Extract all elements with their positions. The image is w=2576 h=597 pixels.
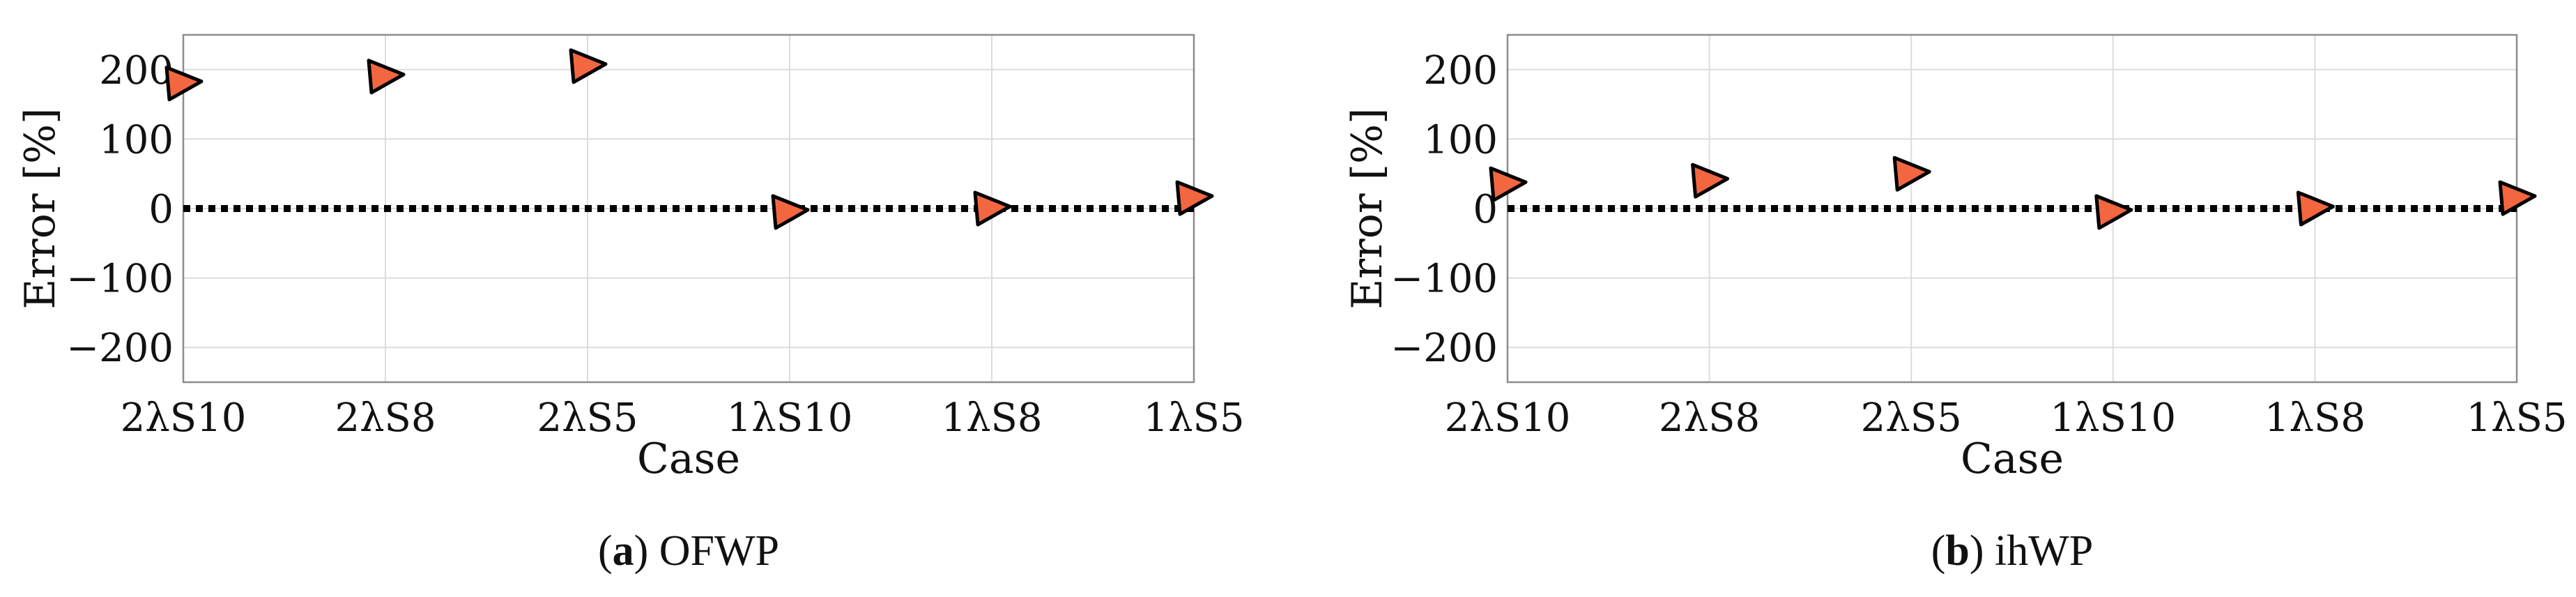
data-point-marker (771, 194, 810, 230)
data-point-marker (2094, 194, 2133, 230)
x-tick-label: 2λS8 (335, 395, 436, 441)
data-point-marker (2296, 190, 2335, 227)
x-tick-label: 1λS10 (727, 395, 853, 441)
x-tick-label: 2λS10 (121, 395, 247, 441)
y-tick-label: 200 (99, 48, 174, 93)
panel-caption: (b) ihWP (1931, 527, 2094, 575)
y-axis-label: Error [%] (1343, 108, 1392, 310)
caption-title: ) OFWP (634, 527, 779, 575)
y-tick-label: −200 (1390, 326, 1498, 371)
data-point-marker (973, 190, 1012, 227)
data-point-marker (164, 66, 204, 102)
x-tick-label: 2λS5 (537, 395, 638, 441)
panel-caption: (a) OFWP (598, 527, 779, 575)
y-tick-label: −100 (66, 257, 174, 302)
x-axis-label: Case (637, 434, 740, 483)
y-tick-label: 100 (1423, 117, 1498, 163)
caption-title: ) ihWP (1970, 527, 2093, 575)
caption-open-paren: ( (598, 527, 613, 575)
data-point-marker (2498, 180, 2537, 216)
x-axis-label: Case (1961, 434, 2064, 483)
data-point-marker (367, 59, 406, 95)
data-point-marker (1691, 163, 1730, 199)
x-tick-label: 1λS10 (2050, 395, 2176, 441)
y-tick-label: −100 (1390, 257, 1498, 302)
chart-panel-a: 200 100 0 −100 −200 2λS10 2λS8 2λS5 1λS10 1λS8 1λS… (16, 33, 1245, 575)
x-tick-label: 2λS8 (1659, 395, 1760, 441)
x-tick-label: 1λS8 (2264, 395, 2366, 441)
caption-letter: b (1945, 527, 1969, 575)
x-tick-label: 1λS5 (1143, 395, 1244, 441)
data-point-marker (569, 48, 608, 84)
data-point-marker (1175, 180, 1214, 216)
y-tick-label: −200 (66, 326, 174, 371)
y-tick-label: 100 (99, 117, 174, 163)
x-tick-label: 2λS10 (1445, 395, 1571, 441)
data-point-marker (1489, 166, 1528, 202)
data-point-marker (1892, 156, 1931, 192)
x-tick-label: 1λS8 (941, 395, 1042, 441)
y-tick-label: 0 (148, 187, 174, 232)
y-tick-label: 200 (1423, 48, 1498, 93)
x-tick-label: 1λS5 (2466, 395, 2567, 441)
x-tick-label: 2λS5 (1861, 395, 1962, 441)
caption-open-paren: ( (1931, 527, 1946, 575)
y-axis-label: Error [%] (16, 108, 65, 310)
caption-letter: a (613, 527, 634, 575)
